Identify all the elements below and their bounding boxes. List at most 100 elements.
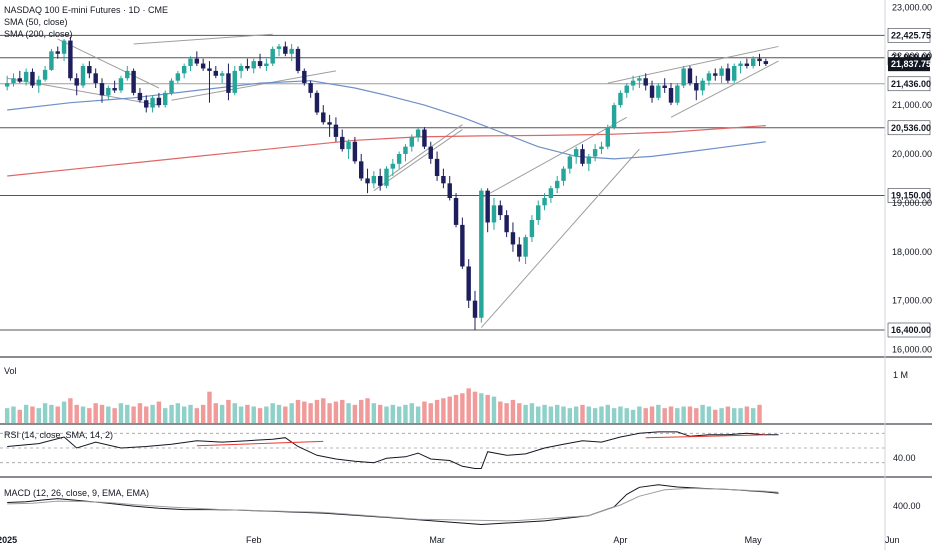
rsi-trendline xyxy=(645,434,766,439)
volume-bar xyxy=(434,399,440,423)
candle-body xyxy=(346,141,351,150)
candle-body xyxy=(618,92,623,106)
candle-body xyxy=(207,68,212,71)
price-tick-label: 22,000.00 xyxy=(892,51,932,61)
candle-body xyxy=(763,61,769,65)
volume-bar xyxy=(599,406,604,423)
sma50-line xyxy=(7,80,766,160)
trendline xyxy=(480,148,640,328)
candle-body xyxy=(238,66,244,71)
candle-body xyxy=(137,92,143,101)
rsi-label[interactable]: RSI (14, close, SMA, 14, 2) xyxy=(4,430,114,440)
volume-bar xyxy=(87,408,92,423)
volume-bar xyxy=(396,406,402,423)
candle-body xyxy=(611,105,617,128)
candle-body xyxy=(396,154,402,164)
volume-bar xyxy=(460,393,465,423)
candle-body xyxy=(169,80,174,93)
level-label: 22,425.75 xyxy=(891,30,931,40)
candle-body xyxy=(580,149,585,164)
time-tick-label: Apr xyxy=(613,535,627,545)
rsi-pane xyxy=(0,431,885,469)
candle-body xyxy=(213,70,219,76)
candle-body xyxy=(668,88,674,103)
volume-bar xyxy=(232,403,237,423)
volume-bar xyxy=(662,408,667,423)
candle-body xyxy=(131,70,136,93)
volume-bar xyxy=(561,406,566,423)
trendline xyxy=(607,45,779,84)
volume-bar xyxy=(618,406,623,423)
candle-body xyxy=(295,48,301,71)
candle-body xyxy=(757,58,762,62)
candle-body xyxy=(403,146,408,154)
macd-label[interactable]: MACD (12, 26, close, 9, EMA, EMA) xyxy=(4,488,150,498)
volume-bar xyxy=(447,396,452,423)
volume-bar xyxy=(270,403,275,423)
volume-bar xyxy=(403,404,408,423)
volume-bar xyxy=(586,406,592,423)
candle-body xyxy=(548,188,554,198)
candle-body xyxy=(68,40,73,79)
candle-body xyxy=(30,71,35,86)
volume-label[interactable]: Vol xyxy=(4,366,17,376)
candle-body xyxy=(156,97,162,106)
volume-bar xyxy=(137,403,143,423)
candle-body xyxy=(409,136,415,147)
volume-bar xyxy=(55,406,60,423)
candle-body xyxy=(706,73,712,81)
candle-body xyxy=(510,232,516,245)
candle-body xyxy=(573,149,579,157)
candle-body xyxy=(750,58,756,66)
candle-body xyxy=(624,85,629,93)
volume-bar xyxy=(238,406,244,423)
time-tick-label: Feb xyxy=(246,535,262,545)
symbol-title[interactable]: NASDAQ 100 E-mini Futures · 1D · CME xyxy=(4,5,169,15)
price-candles xyxy=(4,36,769,330)
volume-bar xyxy=(517,403,522,423)
candle-body xyxy=(491,205,497,223)
volume-bar xyxy=(573,406,579,423)
candle-body xyxy=(447,183,452,198)
volume-bar xyxy=(156,401,162,423)
candle-body xyxy=(188,58,193,66)
volume-bar xyxy=(649,406,655,423)
candle-body xyxy=(11,78,16,84)
sma50-legend[interactable]: SMA (50, close) xyxy=(4,17,68,27)
candle-body xyxy=(61,40,67,54)
volume-bar xyxy=(346,403,351,423)
candle-body xyxy=(232,70,237,93)
candle-body xyxy=(219,73,225,76)
volume-bar xyxy=(694,408,699,423)
candle-body xyxy=(517,244,522,257)
volume-bar xyxy=(485,394,490,423)
volume-bar xyxy=(390,404,396,423)
candle-body xyxy=(384,168,389,186)
level-tag xyxy=(887,188,931,203)
volume-bar xyxy=(125,404,130,423)
volume-bar xyxy=(200,404,206,423)
chart-legend: NASDAQ 100 E-mini Futures · 1D · CME SMA… xyxy=(4,4,168,40)
sma200-legend[interactable]: SMA (200, close) xyxy=(4,29,73,39)
candle-body xyxy=(106,88,111,96)
macd-line xyxy=(7,484,779,526)
volume-bar xyxy=(491,396,497,423)
volume-bar xyxy=(472,391,478,423)
candle-body xyxy=(529,220,535,238)
volume-bar xyxy=(428,403,433,423)
volume-bar xyxy=(415,406,421,423)
volume-bar xyxy=(750,408,756,423)
volume-bar xyxy=(333,401,339,423)
volume-bar xyxy=(175,403,181,423)
level-label: 21,436.00 xyxy=(891,79,931,89)
candle-body xyxy=(453,198,459,225)
volume-bar xyxy=(30,406,35,423)
candle-body xyxy=(567,156,573,169)
candle-body xyxy=(738,63,743,66)
candle-body xyxy=(675,85,680,103)
candle-body xyxy=(270,48,275,64)
candle-body xyxy=(542,198,547,206)
volume-bar xyxy=(11,406,16,423)
volume-bar xyxy=(757,404,762,423)
